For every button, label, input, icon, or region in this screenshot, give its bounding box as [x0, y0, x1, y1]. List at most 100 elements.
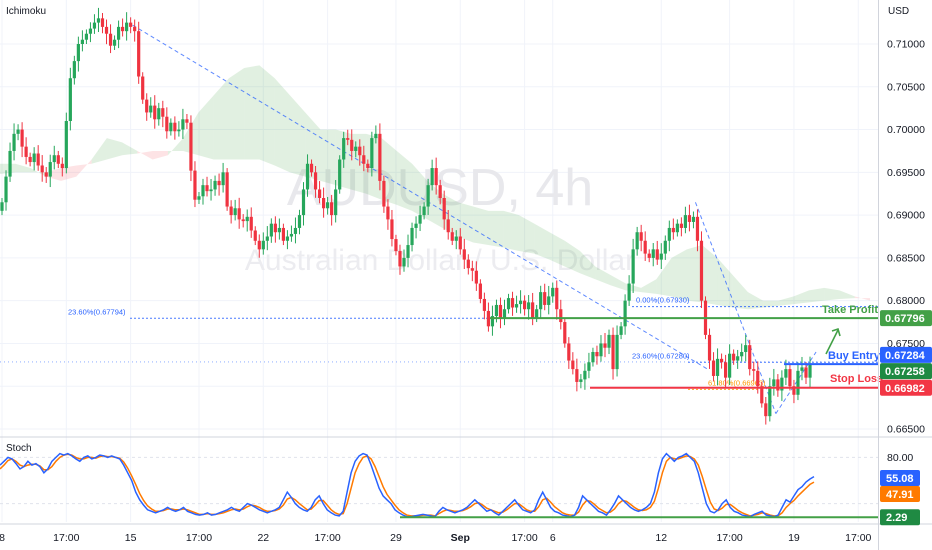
time-tick-label: 19	[788, 532, 800, 544]
candle-body	[52, 155, 56, 163]
candle-body	[559, 309, 563, 323]
candle-body	[40, 165, 44, 173]
candle-body	[68, 78, 72, 121]
candle-body	[189, 122, 193, 171]
cloud-segment	[656, 257, 672, 297]
cloud-segment	[518, 215, 535, 254]
candle-body	[402, 257, 406, 267]
candle-body	[740, 352, 744, 357]
price-tick-label: 0.69500	[887, 167, 925, 179]
candle-body	[406, 245, 410, 258]
candle-body	[253, 230, 257, 241]
candle-body	[173, 122, 177, 132]
candle-body	[44, 172, 48, 177]
candle-body	[514, 304, 519, 308]
candle-body	[104, 26, 109, 34]
candle-body	[181, 119, 185, 130]
candle-body	[772, 379, 776, 387]
cloud-segment	[442, 193, 458, 237]
candle-body	[450, 232, 454, 241]
candle-body	[647, 253, 651, 258]
candle-body	[92, 22, 97, 29]
candle-body	[535, 309, 539, 318]
candle-body	[362, 155, 366, 164]
cloud-segment	[61, 165, 77, 181]
candle-body	[245, 216, 249, 222]
candle-body	[36, 153, 40, 166]
indicator-label: Ichimoku	[6, 6, 46, 17]
cloud-segment	[45, 168, 62, 181]
trade-levels: Take Profit Buy Entry Stop Loss	[490, 304, 883, 389]
fib-level-label: 0.00%(0.67930)	[636, 296, 690, 305]
candle-body	[490, 316, 495, 327]
candle-body	[736, 356, 740, 361]
candle-body	[96, 18, 101, 23]
take-profit-price-tag-box	[880, 310, 932, 327]
cloud-segment	[91, 138, 107, 164]
candle-body	[84, 33, 89, 40]
candle-body	[563, 322, 567, 344]
candle-body	[277, 227, 281, 233]
candle-body	[426, 185, 430, 207]
cloud-segment	[808, 287, 825, 303]
candle-body	[732, 353, 736, 361]
candle-body	[350, 139, 354, 151]
candle-body	[157, 108, 161, 120]
candle-body	[667, 227, 671, 241]
candle-body	[112, 39, 117, 46]
cloud-segment	[320, 129, 336, 186]
candle-body	[748, 345, 752, 370]
candle-body	[125, 22, 129, 32]
stochastic-panel	[0, 452, 878, 519]
candle-body	[165, 116, 169, 132]
candle-body	[8, 150, 12, 177]
candle-body	[430, 168, 434, 186]
candle-body	[631, 249, 635, 284]
candle-body	[76, 44, 80, 62]
candle-body	[683, 215, 687, 228]
candle-body	[603, 343, 607, 348]
last-price-tag-box	[880, 346, 932, 363]
candle-body	[48, 162, 52, 177]
candle-body	[470, 268, 474, 271]
candle-body	[422, 206, 426, 216]
stoch-k-tag-box	[880, 470, 920, 486]
candle-body	[691, 216, 696, 222]
candle-body	[523, 300, 527, 310]
candle-body	[281, 227, 285, 241]
candle-body	[20, 129, 24, 147]
candle-body	[169, 122, 173, 132]
price-tick-label: 0.68500	[887, 252, 925, 264]
time-tick-label: Sep	[451, 532, 470, 544]
grid	[0, 0, 878, 522]
candle-body	[201, 185, 205, 197]
candle-body	[506, 298, 511, 310]
candle-body	[784, 369, 788, 378]
candle-body	[531, 302, 535, 318]
candle-body	[808, 363, 812, 378]
candle-body	[322, 198, 326, 209]
cloud-segment	[503, 210, 519, 252]
cloud-segment	[396, 150, 413, 211]
candle-body	[671, 227, 675, 233]
take-profit-price-tag: 0.67796	[885, 313, 925, 325]
candle-body	[80, 39, 84, 44]
price-tick-label: 0.66500	[887, 424, 925, 436]
candle-body	[800, 367, 804, 371]
candle-body	[543, 292, 547, 305]
cloud-segment	[152, 150, 168, 160]
candle-body	[386, 206, 390, 220]
candle-body	[707, 334, 712, 361]
candle-body	[60, 163, 64, 169]
candle-body	[293, 227, 298, 234]
candle-body	[687, 215, 692, 222]
watermark-name: Australian Dollar / U.S. Dollar	[245, 244, 635, 277]
candle-body	[366, 163, 370, 169]
candle-body	[317, 189, 322, 198]
cloud-segment	[15, 163, 31, 173]
candle-body	[438, 185, 442, 198]
candle-body	[498, 304, 503, 318]
stop-loss-price-tag-box	[880, 379, 932, 396]
cloud-segment	[228, 67, 245, 160]
